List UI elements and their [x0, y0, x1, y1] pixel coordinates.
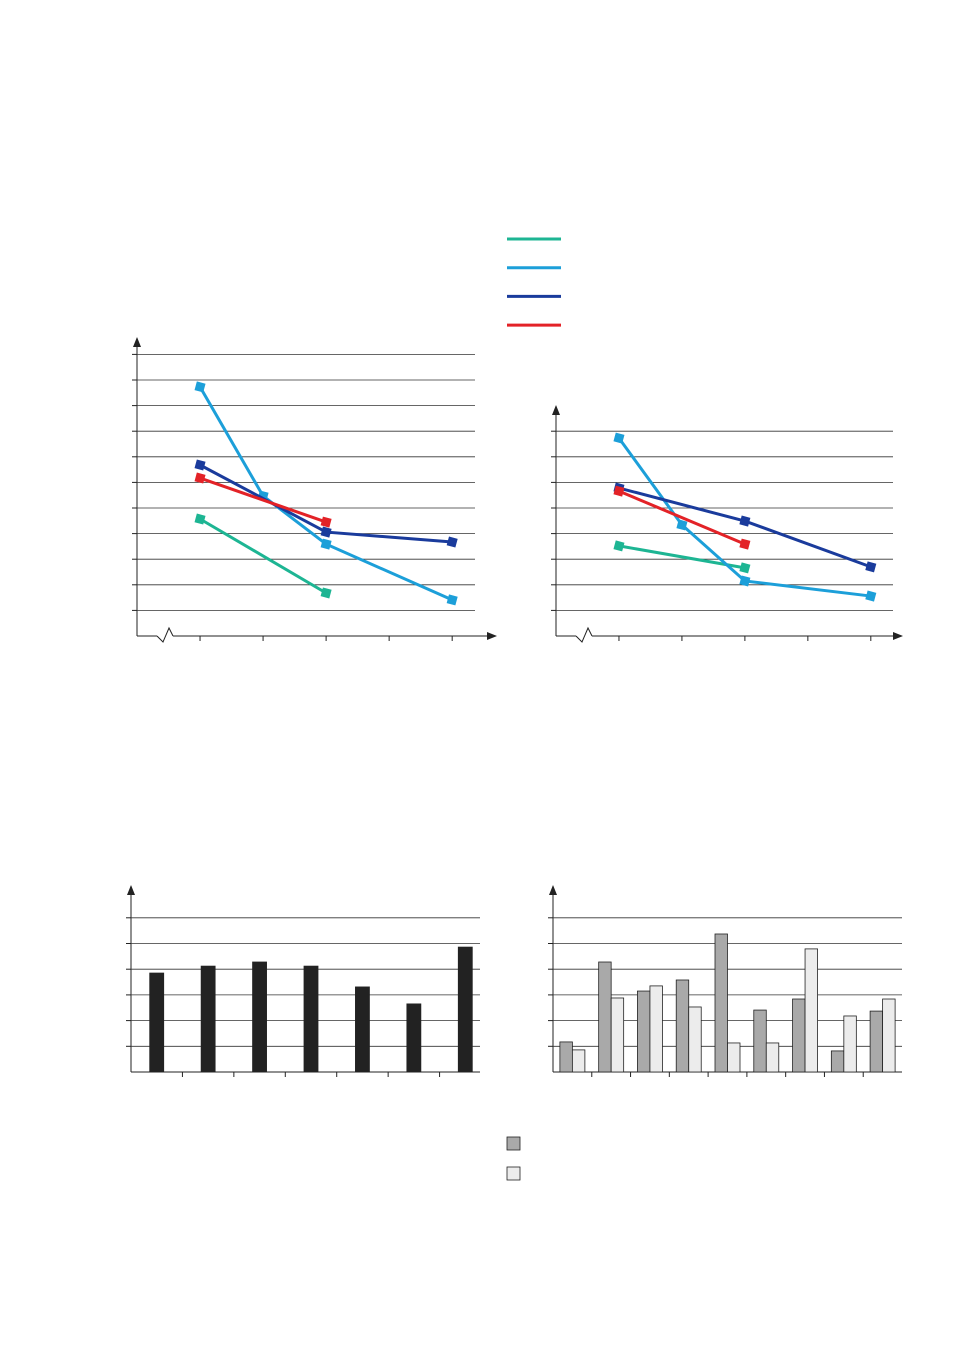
bar [149, 972, 165, 1073]
bar [688, 1006, 702, 1073]
point-marker [865, 561, 877, 573]
point-marker [194, 381, 206, 393]
point-marker [320, 516, 332, 528]
bar [649, 985, 663, 1073]
bar [753, 1009, 767, 1073]
axis-break [156, 626, 174, 643]
bar [843, 1015, 857, 1073]
point-marker [194, 472, 206, 484]
series-line [199, 476, 327, 524]
bar [869, 1010, 884, 1073]
series-line [199, 517, 327, 595]
point-marker [613, 432, 625, 444]
bar [559, 1041, 573, 1073]
bar [727, 1042, 741, 1073]
bar [792, 998, 806, 1073]
point-marker [446, 594, 458, 606]
bar [252, 961, 267, 1073]
legend-swatch [506, 1136, 521, 1151]
bar [610, 997, 625, 1073]
bar [765, 1042, 780, 1073]
bar [457, 946, 473, 1073]
bar [598, 961, 612, 1073]
bar [675, 979, 690, 1073]
point-marker [613, 540, 625, 552]
bar [830, 1050, 845, 1073]
point-marker [739, 562, 751, 574]
point-marker [613, 485, 625, 497]
point-marker [446, 536, 458, 548]
series-line [617, 437, 871, 598]
series-line [618, 489, 746, 546]
point-marker [739, 515, 751, 527]
bar [355, 986, 370, 1073]
point-marker [194, 459, 206, 471]
bar [882, 998, 896, 1073]
point-marker [739, 575, 751, 587]
bar [714, 933, 728, 1073]
bar [406, 1003, 422, 1073]
axis-break [575, 626, 593, 643]
series-line [618, 486, 872, 569]
bar [804, 948, 818, 1073]
bar [303, 965, 319, 1073]
point-marker [739, 538, 751, 550]
point-marker [676, 519, 688, 531]
bar [571, 1049, 586, 1073]
point-marker [865, 590, 877, 602]
bar [200, 965, 216, 1073]
point-marker [320, 587, 332, 599]
point-marker [194, 513, 206, 525]
point-marker [320, 538, 332, 550]
point-marker [320, 526, 332, 538]
legend-swatch [506, 1166, 521, 1181]
bar [637, 990, 651, 1073]
series-line [198, 386, 453, 602]
